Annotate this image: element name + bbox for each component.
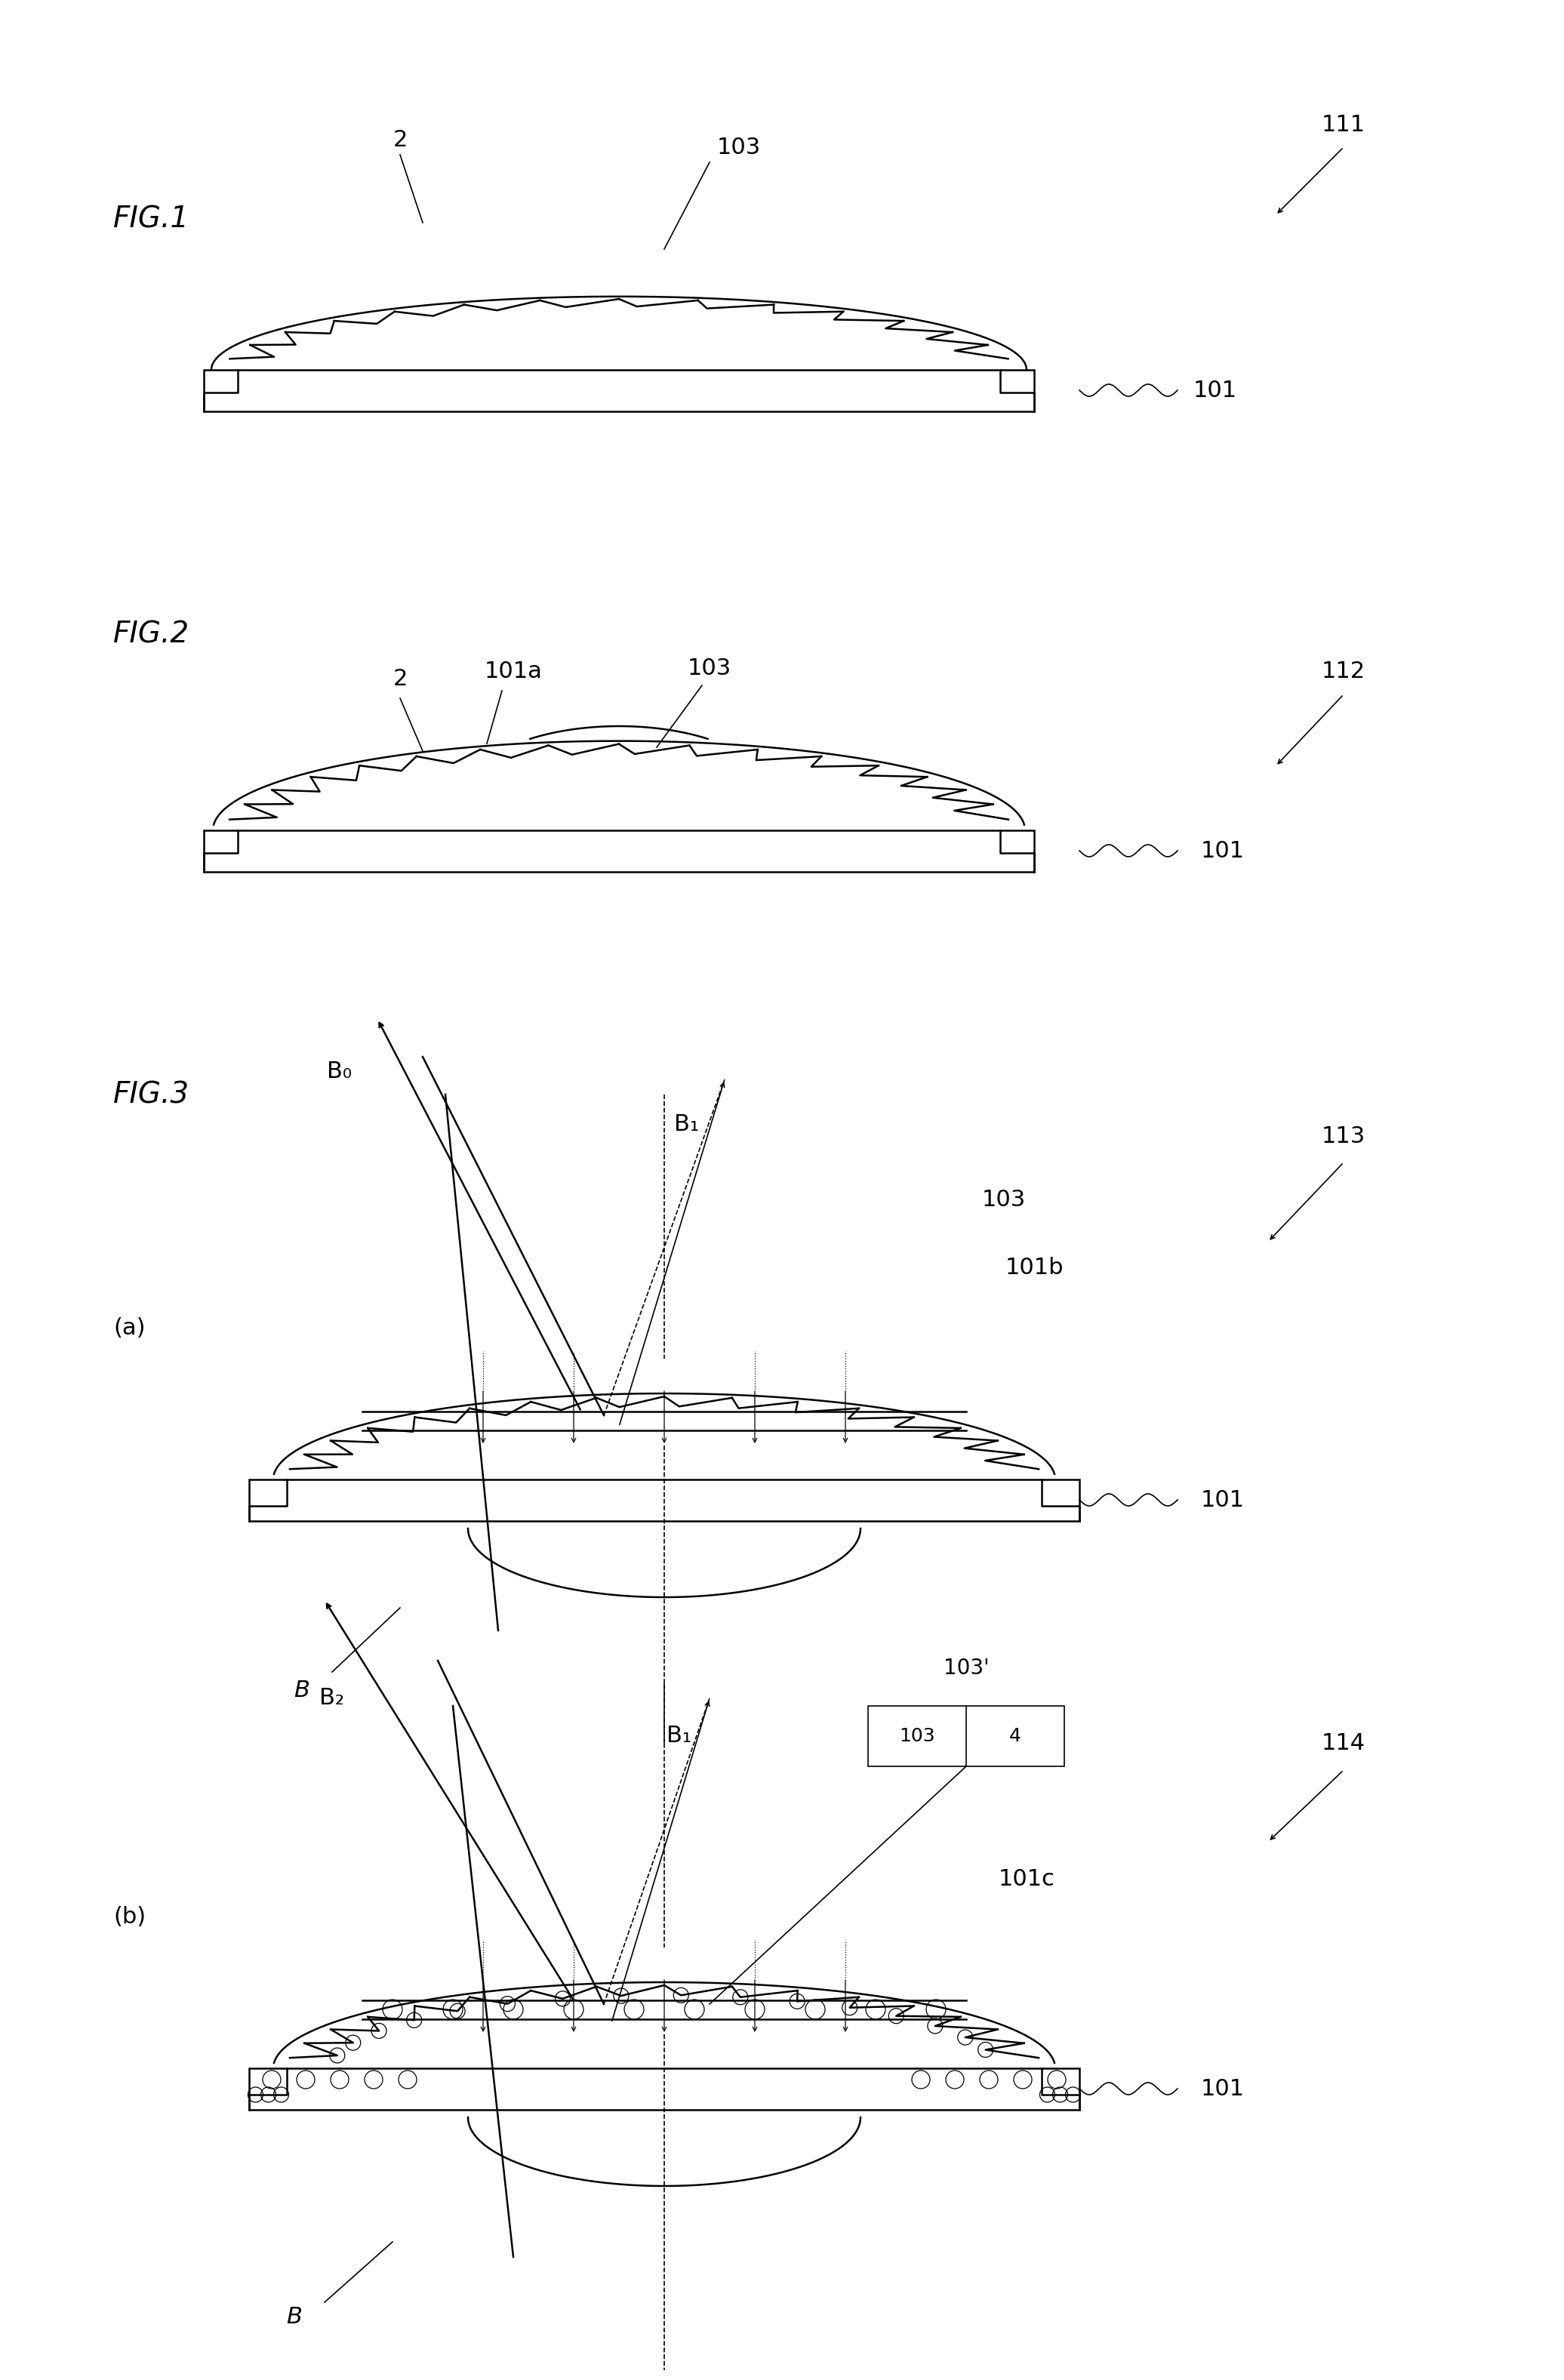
Text: 101: 101 <box>1201 2078 1245 2099</box>
Text: 103: 103 <box>688 657 732 678</box>
Text: B: B <box>286 2306 302 2328</box>
Text: 101: 101 <box>1201 840 1245 862</box>
Bar <box>868 1706 1065 1766</box>
Text: FIG.1: FIG.1 <box>113 205 189 233</box>
Text: 112: 112 <box>1322 662 1365 683</box>
Bar <box>249 1480 1079 1521</box>
Text: 113: 113 <box>1322 1126 1365 1147</box>
Bar <box>249 2068 1079 2109</box>
Text: 103: 103 <box>899 1728 935 1745</box>
Text: 103: 103 <box>982 1190 1026 1211</box>
Text: B₂: B₂ <box>319 1687 344 1709</box>
Text: FIG.3: FIG.3 <box>113 1081 189 1109</box>
Text: 4: 4 <box>1009 1728 1021 1745</box>
Text: 103': 103' <box>943 1656 988 1678</box>
Text: 111: 111 <box>1322 114 1365 136</box>
Text: 2: 2 <box>393 129 407 150</box>
Text: 101: 101 <box>1193 378 1237 402</box>
Text: B₀: B₀ <box>327 1061 352 1083</box>
Text: 101: 101 <box>1201 1490 1245 1511</box>
Text: B: B <box>294 1680 310 1702</box>
Bar <box>203 831 1034 871</box>
Text: 101a: 101a <box>485 662 543 683</box>
Text: 2: 2 <box>393 669 407 690</box>
Text: 103: 103 <box>716 136 762 157</box>
Text: 101c: 101c <box>998 1868 1054 1890</box>
Text: 101b: 101b <box>1004 1257 1064 1278</box>
Text: (a): (a) <box>113 1319 145 1340</box>
Text: B₁: B₁ <box>674 1114 699 1135</box>
Text: FIG.2: FIG.2 <box>113 619 189 647</box>
Text: 114: 114 <box>1322 1733 1365 1754</box>
Text: (b): (b) <box>113 1906 145 1928</box>
Text: B₁: B₁ <box>666 1725 691 1747</box>
Bar <box>203 369 1034 412</box>
